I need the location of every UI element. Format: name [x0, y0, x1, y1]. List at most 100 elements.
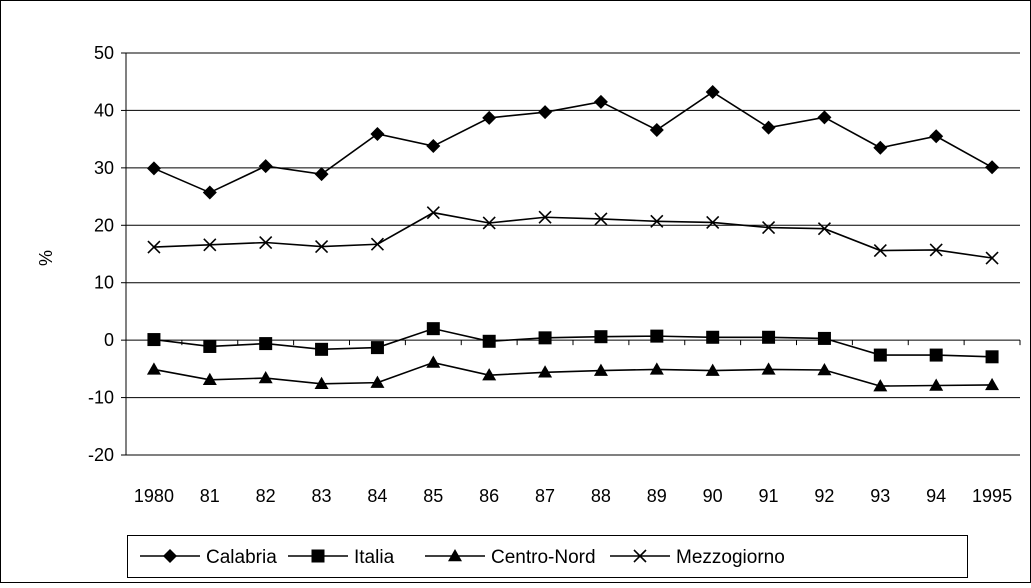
data-point-centro-nord: [202, 372, 217, 386]
data-point-centro-nord: [705, 363, 720, 376]
data-point-calabria: [482, 110, 497, 125]
y-tick-label: 10: [94, 273, 114, 293]
x-tick-label: 90: [703, 486, 723, 506]
data-point-calabria: [314, 167, 329, 182]
data-point-mezzogiorno: [650, 214, 664, 228]
y-tick-label: -10: [88, 388, 114, 408]
legend-box: [127, 535, 968, 578]
series-line-calabria: [153, 91, 993, 194]
data-point-mezzogiorno: [985, 251, 999, 265]
data-point-calabria: [873, 140, 888, 155]
x-tick-label: 89: [647, 486, 667, 506]
legend-item-calabria: Calabria: [140, 547, 277, 568]
data-point-calabria: [817, 110, 832, 125]
x-tick-label: 83: [312, 486, 332, 506]
series-line-mezzogiorno: [153, 211, 993, 259]
data-point-italia: [873, 348, 887, 362]
legend-marker-calabria: [163, 549, 177, 563]
data-point-mezzogiorno: [482, 216, 496, 230]
y-tick-label: -20: [88, 445, 114, 465]
legend-label-italia: Italia: [354, 547, 395, 568]
x-tick-label: 85: [423, 486, 443, 506]
series-line-centro-nord: [153, 361, 993, 387]
data-point-mezzogiorno: [706, 215, 720, 229]
series-italia: [147, 322, 999, 364]
data-point-italia: [203, 339, 217, 353]
legend-label-mezzogiorno: Mezzogiorno: [676, 547, 785, 568]
data-point-calabria: [426, 139, 441, 154]
data-point-mezzogiorno: [817, 222, 832, 236]
data-point-mezzogiorno: [873, 243, 887, 258]
legend-label-centro-nord: Centro-Nord: [491, 547, 596, 568]
legend-marker-mezzogiorno: [633, 549, 647, 563]
data-point-centro-nord: [146, 362, 161, 375]
gridlines: [126, 52, 1020, 456]
data-point-italia: [147, 333, 161, 347]
x-tick-label: 93: [870, 486, 890, 506]
data-point-italia: [482, 334, 496, 348]
series-mezzogiorno: [147, 206, 999, 265]
data-point-centro-nord: [929, 378, 944, 391]
series-line-italia: [153, 327, 993, 358]
series-calabria: [146, 85, 1000, 200]
data-point-mezzogiorno: [426, 206, 440, 220]
legend-marker-italia: [311, 549, 325, 563]
data-point-mezzogiorno: [370, 237, 385, 251]
legend: Calabria Italia Centro-Nord Mezzogiorno: [127, 535, 968, 578]
x-tick-label: 82: [256, 486, 276, 506]
data-point-centro-nord: [426, 355, 441, 368]
x-tick-label: 92: [814, 486, 834, 506]
data-point-calabria: [649, 122, 664, 137]
data-point-italia: [650, 329, 664, 343]
data-point-centro-nord: [873, 379, 888, 392]
data-point-italia: [426, 322, 440, 336]
data-point-mezzogiorno: [147, 240, 161, 254]
data-point-calabria: [705, 85, 720, 100]
legend-item-centro-nord: Centro-Nord: [425, 547, 596, 568]
data-point-italia: [929, 348, 943, 362]
data-point-centro-nord: [370, 375, 385, 388]
x-tick-label: 87: [535, 486, 555, 506]
y-axis-ticks: -20 -10 0 10 20 30 40 50: [88, 43, 114, 465]
data-point-italia: [538, 331, 552, 345]
series-group: [146, 85, 1000, 392]
x-tick-label: 1995: [972, 486, 1012, 506]
data-point-centro-nord: [258, 371, 273, 384]
y-tick-label: 0: [104, 330, 114, 350]
y-tick-label: 40: [94, 100, 114, 120]
data-point-calabria: [202, 185, 217, 200]
data-point-centro-nord: [482, 368, 497, 381]
data-point-mezzogiorno: [594, 212, 608, 226]
x-tick-label: 86: [479, 486, 499, 506]
y-tick-label: 30: [94, 158, 114, 178]
legend-item-mezzogiorno: Mezzogiorno: [610, 547, 785, 568]
x-tick-label: 84: [367, 486, 387, 506]
x-tick-label: 1980: [134, 486, 174, 506]
y-axis-title: %: [36, 250, 56, 266]
data-point-italia: [817, 331, 831, 345]
data-point-mezzogiorno: [314, 239, 329, 254]
x-tick-label: 91: [759, 486, 779, 506]
data-point-centro-nord: [985, 377, 1000, 391]
data-point-mezzogiorno: [761, 221, 776, 235]
legend-item-italia: Italia: [288, 547, 395, 568]
data-point-italia: [370, 341, 384, 355]
data-point-calabria: [985, 160, 1000, 175]
data-point-calabria: [929, 129, 944, 144]
data-point-centro-nord: [761, 362, 776, 375]
data-point-calabria: [761, 120, 776, 135]
data-point-calabria: [258, 159, 273, 174]
y-tick-label: 50: [94, 43, 114, 63]
y-tick-label: 20: [94, 215, 114, 235]
data-point-mezzogiorno: [929, 243, 943, 257]
data-point-mezzogiorno: [538, 210, 552, 224]
x-tick-label: 88: [591, 486, 611, 506]
x-axis-ticks: 1980 81 82 83 84 85 86 87 88 89 90 91 92 93 94 1995: [134, 486, 1012, 506]
data-point-calabria: [146, 161, 161, 176]
legend-label-calabria: Calabria: [206, 547, 277, 568]
data-point-italia: [706, 330, 720, 344]
data-point-centro-nord: [817, 363, 832, 376]
